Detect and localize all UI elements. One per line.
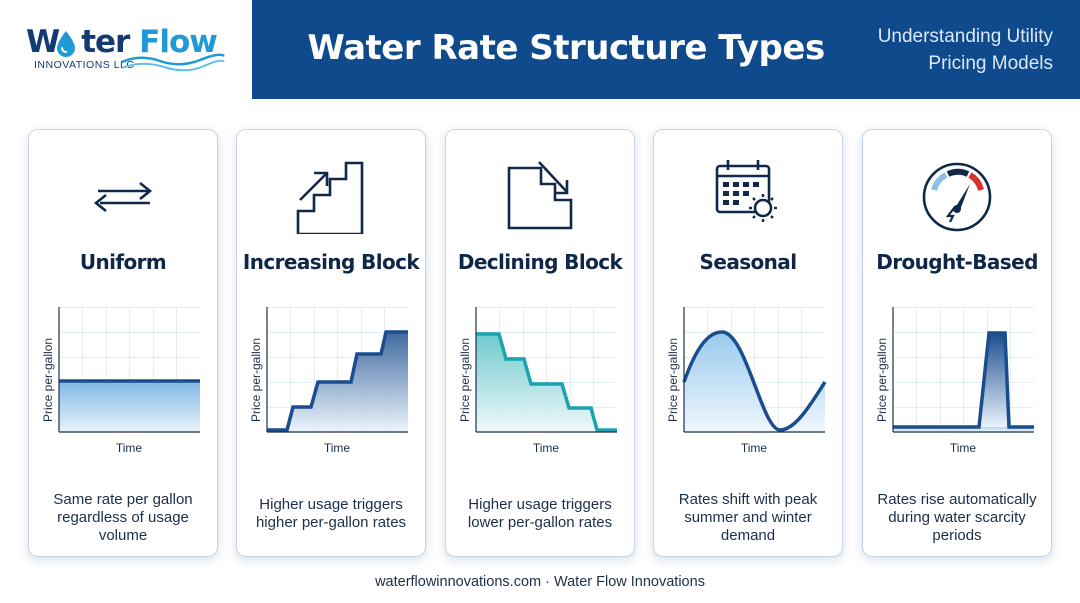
calendar-sun-icon [715,160,777,222]
card-description: Rates shift with peak summer and winter … [678,491,818,544]
page-title: Water Rate Structure Types [307,28,825,68]
card-description: Higher usage triggers lower per-gallon r… [467,496,613,531]
logo-word-flow: Flow [139,24,218,60]
card-title: Seasonal [699,250,798,274]
logo-subtitle: INNOVATIONS LLC [34,59,135,71]
chart-uniform: Price per-gallon Time [41,307,200,455]
x-axis-label: Time [950,441,977,455]
card-uniform[interactable]: Uniform Price per-gallon Time Same rate … [28,129,218,557]
card-title: Uniform [79,250,167,274]
y-axis-label: Price per-gallon [875,338,889,422]
card-description: Same rate per gallon regardless of usage… [53,491,193,544]
chart-declining-block: Price per-gallon Time [458,307,617,455]
y-axis-label: Price per-gallon [666,338,680,422]
gauge-icon [922,162,992,232]
card-seasonal[interactable]: Seasonal Price per-gallon Time Rates shi… [653,129,843,557]
x-axis-label: Time [324,441,351,455]
logo-word-w: W [26,24,60,60]
subtitle-line-1: Understanding Utility [877,26,1053,47]
y-axis-label: Price per-gallon [458,338,472,422]
card-title: Increasing Block [242,250,420,274]
chart-increasing-block: Price per-gallon Time [249,307,408,455]
card-increasing-block[interactable]: Increasing Block Price per-gallon Time H… [236,129,426,557]
chart-seasonal: Price per-gallon Time [666,307,827,455]
footer-text: waterflowinnovations.com · Water Flow In… [375,574,705,590]
subtitle-line-2: Pricing Models [928,53,1053,74]
logo-word-ter: ter [81,24,130,60]
waves-icon [121,53,225,72]
page-subtitle: Understanding Utility Pricing Models [793,23,1053,77]
card-description: Rates rise automatically during water sc… [877,491,1037,544]
y-axis-label: Price per-gallon [41,338,55,422]
x-axis-label: Time [116,441,143,455]
card-declining-block[interactable]: Declining Block Price per-gallon Time Hi… [445,129,635,557]
y-axis-label: Price per-gallon [249,338,263,422]
stairs-down-icon [507,161,573,230]
card-title: Drought-Based [876,250,1038,274]
x-axis-label: Time [741,441,768,455]
title-bar: Water Rate Structure Types Understanding… [252,0,1080,99]
stairs-up-icon [296,161,364,234]
card-description: Higher usage triggers higher per-gallon … [255,496,407,531]
card-drought-based[interactable]: Drought-Based Price per-gallon Time Rate… [862,129,1052,557]
chart-drought-based: Price per-gallon Time [875,307,1034,455]
x-axis-label: Time [533,441,560,455]
double-arrow-icon [93,181,153,213]
card-title: Declining Block [457,250,623,274]
water-drop-icon [57,31,75,57]
